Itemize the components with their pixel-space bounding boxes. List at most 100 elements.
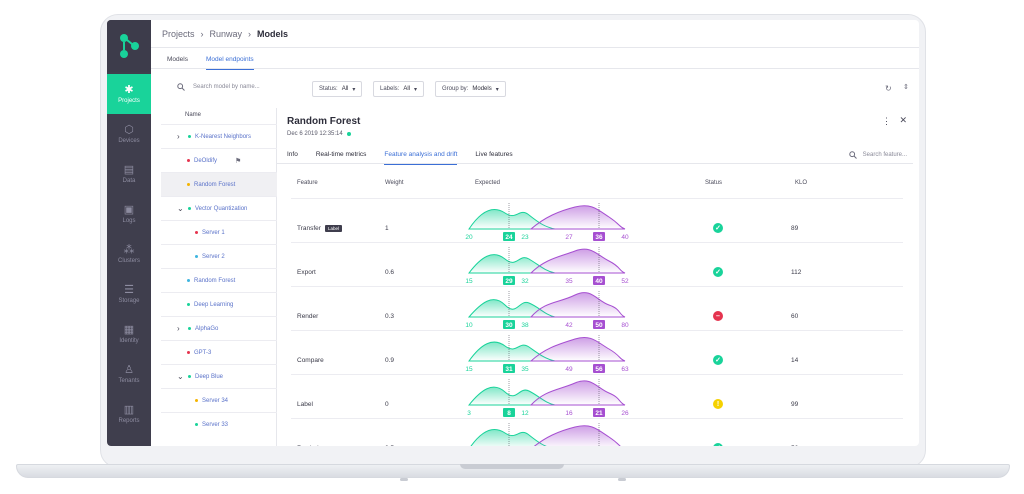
list-item-label: Server 2 <box>202 253 225 260</box>
list-item[interactable]: Random Forest <box>161 268 277 292</box>
list-item[interactable]: Server 33 <box>161 412 277 436</box>
tick-label: 23 <box>521 234 529 241</box>
top-tabs: Models Model endpoints <box>167 56 254 70</box>
list-item[interactable]: GPT-3 <box>161 340 277 364</box>
status-dot <box>188 327 191 330</box>
sidebar-item-projects[interactable]: ✱ Projects <box>107 74 151 114</box>
tab-feature-analysis[interactable]: Feature analysis and drift <box>384 151 458 165</box>
list-item[interactable]: ⌄ Vector Quantization <box>161 196 277 220</box>
search-input[interactable]: Search model by name... <box>193 84 260 90</box>
list-item[interactable]: › AlphaGo <box>161 316 277 340</box>
sidebar-item-devices[interactable]: ⬡ Devices <box>107 114 151 154</box>
status-warning-icon: ! <box>713 399 723 409</box>
feature-row[interactable]: Export 0.6 15 29 32 35 40 52 ✓ 112 <box>291 242 903 286</box>
feature-row[interactable]: Compare 0.9 15 31 35 49 56 63 ✓ 14 <box>291 330 903 374</box>
laptop-foot <box>400 478 408 481</box>
tick-badge <box>593 276 605 285</box>
list-item[interactable]: Server 2 <box>161 244 277 268</box>
list-item[interactable]: Deep Learning <box>161 292 277 316</box>
tick-label: 3 <box>467 410 471 417</box>
sidebar-item-label: Devices <box>118 138 140 144</box>
col-feature: Feature <box>297 180 318 186</box>
status-dot <box>195 255 198 258</box>
feature-row[interactable]: Transfer Label 1 20 24 23 27 36 40 ✓ 89 <box>291 198 903 242</box>
status-filter-value: All <box>341 86 349 92</box>
tick-label: 40 <box>621 234 629 241</box>
tab-realtime-metrics[interactable]: Real-time metrics <box>315 151 367 158</box>
tab-models[interactable]: Models <box>167 56 188 63</box>
divider <box>151 47 919 48</box>
list-item-label: GPT-3 <box>194 349 212 356</box>
labels-filter[interactable]: Labels: All ▾ <box>373 81 425 97</box>
status-error-icon: – <box>713 311 723 321</box>
breadcrumb-runway[interactable]: Runway <box>209 29 243 39</box>
feature-row[interactable]: Label 0 3 8 12 16 21 26! 99 <box>291 374 903 418</box>
status-dot <box>188 207 191 210</box>
group-by-filter[interactable]: Group by: Models ▾ <box>435 81 506 97</box>
actual-distribution <box>529 336 626 362</box>
list-item-label: Server 34 <box>202 397 229 404</box>
distribution-chart: 20 24 23 27 36 40 <box>465 203 629 241</box>
tick-label: 24 <box>505 234 513 241</box>
feature-row[interactable]: Rewind 0.5 112224272938 ✓ 56 <box>291 418 903 446</box>
feature-row[interactable]: Render 0.3 10 30 38 42 50 80 – 60 <box>291 286 903 330</box>
tab-live-features[interactable]: Live features <box>475 151 513 158</box>
list-item[interactable]: Server 1 <box>161 220 277 244</box>
feature-name-text: Export <box>297 269 316 276</box>
tab-model-endpoints[interactable]: Model endpoints <box>205 56 254 70</box>
list-item-label: AlphaGo <box>195 325 219 332</box>
sidebar-item-reports[interactable]: ▥ Reports <box>107 394 151 434</box>
chevron-down-icon[interactable]: ⌄ <box>177 204 184 213</box>
caret-down-icon: ▾ <box>414 86 418 93</box>
list-item[interactable]: ⌄ Deep Blue <box>161 364 277 388</box>
sidebar-item-label: Clusters <box>117 258 140 264</box>
list-item[interactable]: Random Forest <box>161 172 277 196</box>
data-icon: ▤ <box>123 164 135 176</box>
laptop-foot <box>618 478 626 481</box>
sidebar-item-label: Identity <box>119 338 139 344</box>
tick-label: 27 <box>565 234 573 241</box>
list-item-label: K-Nearest Neighbors <box>195 133 252 140</box>
tick-badge <box>503 276 515 285</box>
tab-info[interactable]: Info <box>287 151 298 158</box>
list-item-label: DeOldify <box>194 157 218 164</box>
feature-search-input[interactable]: Search feature... <box>862 152 907 158</box>
col-weight: Weight <box>385 180 404 186</box>
sidebar-item-label: Data <box>122 178 136 184</box>
app-logo[interactable] <box>107 20 151 72</box>
more-options-icon[interactable]: ⋮ <box>882 116 891 126</box>
chevron-right-icon[interactable]: › <box>177 324 180 333</box>
actual-distribution <box>529 205 626 230</box>
identity-icon: ▦ <box>123 324 135 336</box>
list-item-label: Random Forest <box>194 181 236 188</box>
feature-name-text: Label <box>297 401 313 408</box>
list-item[interactable]: DeOldify ⚑ <box>161 148 277 172</box>
chevron-down-icon[interactable]: ⌄ <box>177 372 184 381</box>
sidebar-item-label: Storage <box>118 298 140 304</box>
tick-label: 38 <box>521 322 529 329</box>
chevron-right-icon[interactable]: › <box>177 132 180 141</box>
sidebar-item-identity[interactable]: ▦ Identity <box>107 314 151 354</box>
feature-search[interactable]: Search feature... <box>848 151 907 159</box>
close-icon[interactable]: ✕ <box>899 115 907 125</box>
status-filter[interactable]: Status: All ▾ <box>312 81 363 97</box>
sidebar-item-label: Tenants <box>118 378 140 384</box>
sidebar-item-data[interactable]: ▤ Data <box>107 154 151 194</box>
list-item-label: Server 33 <box>202 421 229 428</box>
tick-badge <box>593 408 605 417</box>
refresh-icon[interactable]: ↻ <box>885 84 892 93</box>
list-item[interactable]: Server 34 <box>161 388 277 412</box>
feature-weight: 1 <box>385 225 389 232</box>
breadcrumb-projects[interactable]: Projects <box>162 29 195 39</box>
sort-icon[interactable]: ⇕ <box>903 84 909 91</box>
list-item[interactable]: › K-Nearest Neighbors <box>161 124 277 148</box>
model-search[interactable]: Search model by name... <box>177 83 260 91</box>
status-ok-icon: ✓ <box>713 443 723 446</box>
flag-icon[interactable]: ⚑ <box>235 157 242 165</box>
tenants-icon: ♙ <box>124 364 134 376</box>
distribution-chart: 15 31 35 49 56 63 <box>465 335 629 373</box>
sidebar-item-tenants[interactable]: ♙ Tenants <box>107 354 151 394</box>
sidebar-item-storage[interactable]: ☰ Storage <box>107 274 151 314</box>
sidebar-item-logs[interactable]: ▣ Logs <box>107 194 151 234</box>
sidebar-item-clusters[interactable]: ⁂ Clusters <box>107 234 151 274</box>
